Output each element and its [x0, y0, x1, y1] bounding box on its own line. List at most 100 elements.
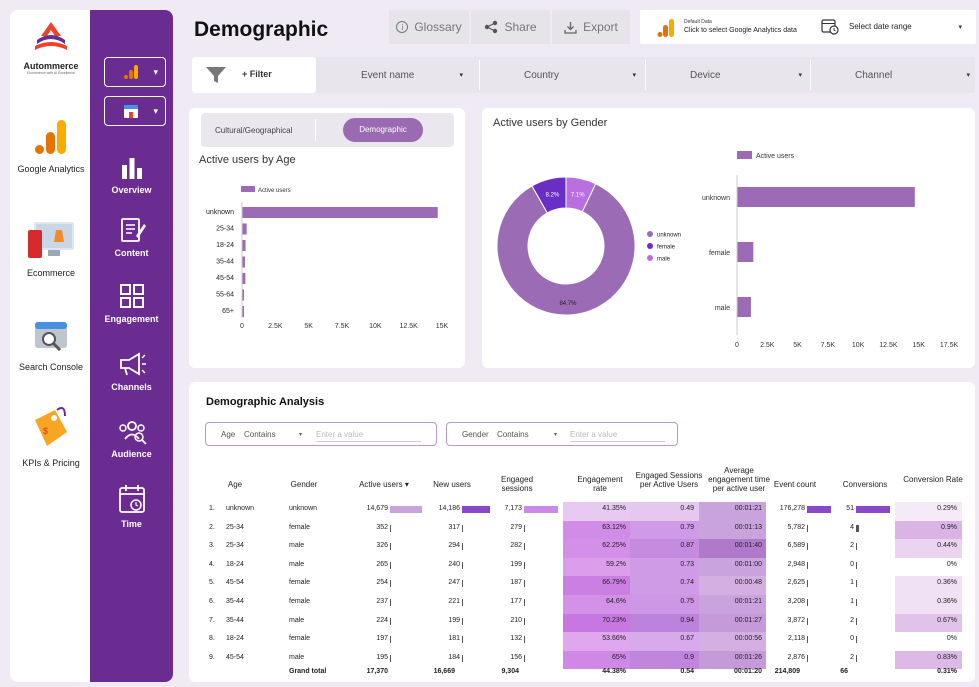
grand-total-cell: 16,669: [433, 668, 455, 676]
add-filter-button[interactable]: + Filter: [192, 57, 316, 93]
cell-new-users: 199: [448, 616, 460, 624]
cell-conversion-rate: 0.29%: [937, 505, 957, 512]
cell-background: [630, 502, 699, 521]
age-filter-input[interactable]: Enter a value: [316, 430, 421, 442]
bar-45-54[interactable]: [242, 273, 246, 284]
toggle-cultural[interactable]: Cultural/Geographical: [215, 126, 293, 135]
cell-gender: female: [289, 523, 311, 531]
gender-filter-input[interactable]: Enter a value: [570, 430, 665, 442]
cell-new-users: 247: [448, 579, 460, 587]
row-index: 8.: [209, 635, 215, 643]
bar-18-24[interactable]: [242, 240, 246, 251]
grand-total-label: Grand total: [289, 668, 327, 676]
app-google-analytics[interactable]: Google Analytics: [10, 118, 92, 174]
google-analytics-icon: [657, 19, 674, 37]
slice-unknown[interactable]: [496, 183, 636, 316]
nav-audience[interactable]: Audience: [90, 417, 173, 459]
filter-field-label: Gender: [462, 430, 489, 439]
app-search-console[interactable]: Search Console: [10, 318, 92, 372]
inline-bar: [462, 580, 463, 588]
data-source-selector[interactable]: Default Data Click to select Google Anal…: [640, 10, 976, 44]
y-tick-label: unknown: [206, 209, 234, 216]
bar-65+[interactable]: [242, 306, 244, 317]
date-range-selector[interactable]: Select date range: [849, 22, 912, 31]
column-header[interactable]: Active users ▾: [359, 480, 409, 489]
cell-event-count: 176,278: [779, 505, 805, 512]
inline-bar: [462, 524, 463, 532]
filter-operator[interactable]: Contains: [497, 430, 529, 439]
filter-operator[interactable]: Contains: [244, 430, 276, 439]
export-button[interactable]: Export: [552, 10, 630, 44]
cell-background: [630, 595, 699, 614]
nav-engagement[interactable]: Engagement: [90, 282, 173, 324]
cell-background: [563, 613, 630, 633]
bar-unknown[interactable]: [242, 207, 438, 218]
inline-bar: [807, 561, 808, 569]
cell-gender: male: [289, 653, 305, 661]
filter-event-name[interactable]: Event name ▾: [320, 61, 475, 89]
column-header: Event count: [773, 480, 817, 489]
cell-engagement-rate: 41.35%: [602, 505, 626, 512]
row-index: 7.: [209, 616, 215, 624]
cell-new-users: 240: [448, 560, 460, 568]
nav-overview[interactable]: Overview: [90, 155, 173, 195]
cell-sessions-per-user: 0.9: [684, 653, 694, 661]
x-tick-label: 2.5K: [268, 323, 283, 330]
cell-active-users: 326: [376, 542, 388, 550]
toggle-demographic[interactable]: Demographic: [343, 118, 423, 142]
cell-engaged-sessions: 7,173: [504, 505, 522, 512]
y-tick-label: 45-54: [216, 275, 234, 282]
filter-field-label: Age: [221, 430, 236, 439]
glossary-button[interactable]: i Glossary: [389, 10, 469, 44]
chevron-down-icon: ▾: [153, 67, 158, 77]
filter-country[interactable]: Country ▾: [481, 61, 636, 89]
bar-unknown[interactable]: [737, 187, 915, 207]
filter-device[interactable]: Device ▾: [647, 61, 802, 89]
inline-bar: [462, 654, 463, 662]
bar-female[interactable]: [737, 242, 754, 262]
cell-engagement-rate: 64.6%: [606, 598, 626, 605]
chevron-down-icon: ▾: [958, 24, 962, 31]
app-ecommerce[interactable]: Ecommerce: [10, 220, 92, 278]
age-filter[interactable]: Age Contains ▾ Enter a value: [205, 422, 437, 446]
bar-male[interactable]: [737, 297, 751, 317]
filter-label: Event name: [361, 70, 415, 81]
cell-event-count: 5,782: [787, 523, 805, 531]
bar-25-34[interactable]: [242, 223, 247, 235]
cell-avg-engagement-time: 00:01:26: [734, 653, 762, 661]
data-source-dropdown[interactable]: ▾: [104, 57, 166, 87]
cell-engaged-sessions: 132: [510, 635, 522, 643]
bar-55-64[interactable]: [242, 289, 244, 301]
ecommerce-icon: [28, 222, 74, 258]
filter-channel[interactable]: Channel ▾: [812, 61, 970, 89]
bar-35-44[interactable]: [242, 256, 245, 268]
column-header: Gender: [290, 480, 318, 489]
google-analytics-icon: [124, 65, 138, 79]
slice-female[interactable]: [531, 176, 567, 214]
glossary-label: Glossary: [414, 20, 462, 34]
nav-content[interactable]: Content: [90, 216, 173, 258]
filter-label: Device: [690, 70, 721, 81]
nav-label: Overview: [111, 185, 152, 195]
store-dropdown[interactable]: ▾: [104, 96, 166, 126]
legend-dot: [647, 243, 653, 249]
brand-logo[interactable]: Autommerce Ecommerce with AI Excellence: [18, 18, 84, 75]
nav-label: Audience: [111, 449, 152, 459]
slice-label: 7.1%: [571, 192, 585, 198]
nav-channels[interactable]: Channels: [90, 350, 173, 392]
gender-filter[interactable]: Gender Contains ▾ Enter a value: [446, 422, 678, 446]
table-title: Demographic Analysis: [206, 396, 325, 408]
cell-background: [895, 576, 962, 595]
nav-time[interactable]: Time: [90, 483, 173, 529]
nav-label: Content: [114, 248, 149, 258]
autommerce-logo-icon: [35, 22, 67, 50]
grand-total-cell: 66: [840, 668, 848, 676]
app-label: Search Console: [18, 362, 84, 372]
x-tick-label: 12.5K: [400, 323, 419, 330]
share-button[interactable]: Share: [471, 10, 550, 44]
grand-total-cell: 00:01:20: [733, 668, 762, 676]
app-kpi-pricing[interactable]: $ KPIs & Pricing: [10, 406, 92, 468]
inline-bar: [856, 561, 857, 569]
y-tick-label: 35-44: [216, 259, 234, 266]
cell-age: 25-34: [226, 523, 244, 531]
